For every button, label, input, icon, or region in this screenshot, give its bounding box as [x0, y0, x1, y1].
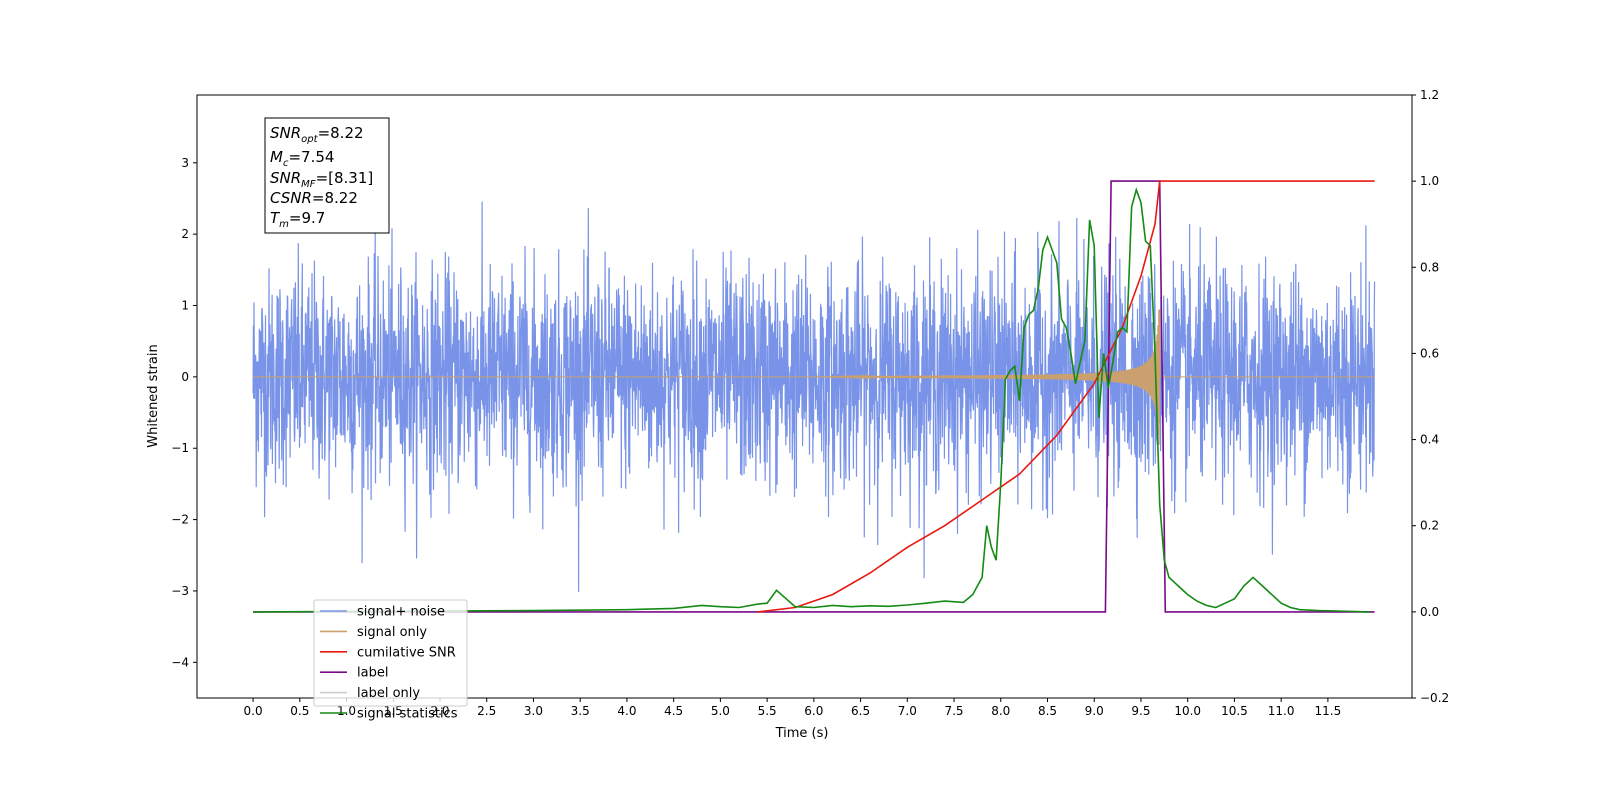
x-tick-label: 7.5 [944, 704, 963, 718]
series-signal-statistics [253, 187, 1370, 613]
x-tick-label: 0.0 [244, 704, 263, 718]
series-signal-noise [252, 201, 1376, 593]
x-tick-label: 2.5 [477, 704, 496, 718]
right-y-tick-label: 1.0 [1420, 174, 1439, 188]
legend-label: signal+ noise [357, 605, 445, 620]
x-axis-ticks: 0.0 0.5 1.0 1.5 2.0 2.5 3.0 3.5 4.0 4.5 5.0 5.5 6.0 6… [244, 698, 1342, 718]
legend-label: signal statistics [357, 707, 458, 722]
x-tick-label: 3.5 [571, 704, 590, 718]
left-y-axis-ticks: −4 −3 −2 −1 0 1 2 3 [171, 156, 197, 669]
x-tick-label: 10.0 [1174, 704, 1201, 718]
left-y-tick-label: 2 [181, 227, 189, 241]
plot-frame [196, 94, 1413, 699]
legend-label: signal only [357, 625, 427, 640]
annotation-tm: Tm=9.7 [270, 209, 325, 230]
x-tick-label: 8.0 [991, 704, 1010, 718]
x-tick-label: 0.5 [290, 704, 309, 718]
x-tick-label: 6.5 [851, 704, 870, 718]
legend-label: label [357, 666, 388, 681]
legend-label: cumilative SNR [357, 645, 456, 660]
left-y-tick-label: 3 [181, 156, 189, 170]
x-tick-label: 8.5 [1038, 704, 1057, 718]
series-signal-only [253, 309, 1375, 445]
right-y-axis-ticks: −0.2 0.0 0.2 0.4 0.6 0.8 1.0 1.2 [1412, 88, 1449, 705]
x-tick-label: 9.5 [1131, 704, 1150, 718]
right-y-tick-label: 0.2 [1420, 519, 1439, 533]
left-y-tick-label: −3 [171, 584, 189, 598]
x-tick-label: 5.5 [758, 704, 777, 718]
x-axis-label: Time (s) [775, 726, 829, 741]
right-y-tick-label: −0.2 [1420, 691, 1449, 705]
x-tick-label: 7.0 [898, 704, 917, 718]
legend: signal+ noise signal only cumilative SNR la… [313, 599, 468, 722]
series-cumulative-snr [757, 180, 1375, 613]
series-label [253, 180, 1375, 613]
right-y-tick-label: 0.6 [1420, 346, 1439, 360]
x-tick-label: 10.5 [1221, 704, 1248, 718]
x-tick-label: 4.5 [664, 704, 683, 718]
x-tick-label: 4.0 [617, 704, 636, 718]
x-tick-label: 1.0 [337, 704, 356, 718]
x-tick-label: 2.0 [430, 704, 449, 718]
annotation-mc: Mc=7.54 [270, 148, 334, 169]
legend-label: label only [357, 686, 420, 701]
left-y-tick-label: 1 [181, 299, 189, 313]
right-y-tick-label: 0.4 [1420, 433, 1439, 447]
left-y-tick-label: 0 [181, 370, 189, 384]
x-tick-label: 3.0 [524, 704, 543, 718]
series-layer [252, 180, 1376, 613]
left-y-tick-label: −1 [171, 441, 189, 455]
x-tick-label: 5.0 [711, 704, 730, 718]
left-y-tick-label: −4 [171, 655, 189, 669]
x-tick-label: 6.0 [804, 704, 823, 718]
x-tick-label: 11.5 [1315, 704, 1342, 718]
y-axis-label: Whitened strain [146, 344, 161, 447]
annotation-snr-opt: SNRopt=8.22 [270, 124, 364, 145]
left-y-tick-label: −2 [171, 513, 189, 527]
right-y-tick-label: 0.8 [1420, 260, 1439, 274]
right-y-tick-label: 0.0 [1420, 605, 1439, 619]
annotation-csnr: CSNR=8.22 [270, 189, 358, 207]
annotation-box: SNRopt=8.22 Mc=7.54 SNRMF=[8.31] CSNR=8.… [264, 117, 390, 234]
x-tick-label: 9.0 [1085, 704, 1104, 718]
right-y-tick-label: 1.2 [1420, 88, 1439, 102]
x-tick-label: 1.5 [384, 704, 403, 718]
annotation-snr-mf: SNRMF=[8.31] [270, 169, 373, 190]
x-tick-label: 11.0 [1268, 704, 1295, 718]
